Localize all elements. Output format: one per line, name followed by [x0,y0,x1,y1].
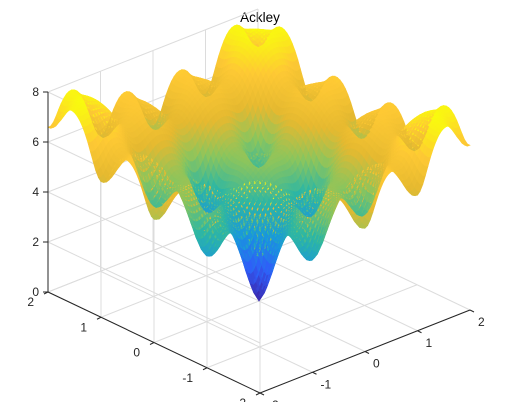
floor-grid-line [206,284,418,369]
wall-grid-line [47,241,261,344]
wall-grid-line [47,191,261,294]
wall-grid-line [47,8,259,93]
chart-title: Ackley [240,10,280,25]
surface-plot [47,24,471,302]
